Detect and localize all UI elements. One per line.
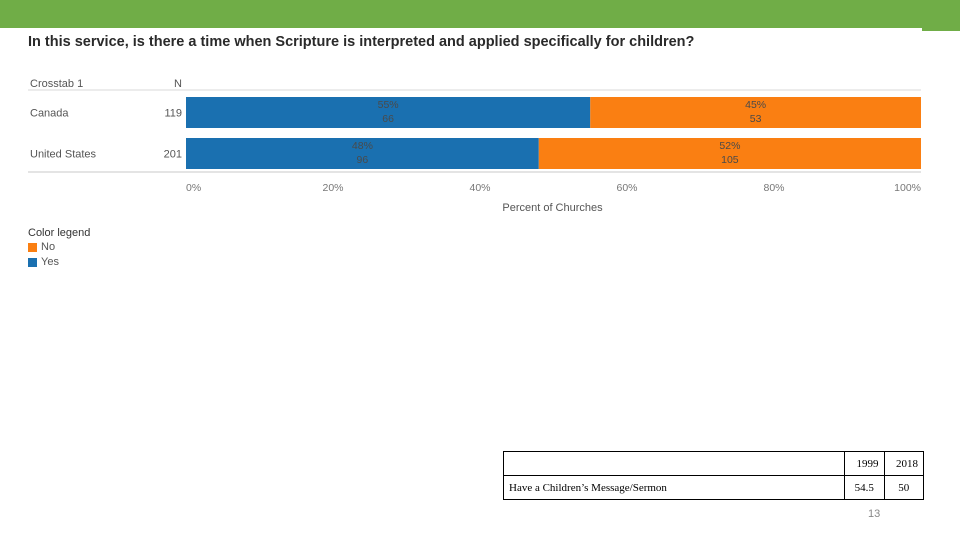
data-label-count: 96 <box>357 154 369 166</box>
bar-segment-no <box>538 138 921 169</box>
table-header-cell: 2018 <box>883 451 924 476</box>
category-label: Canada <box>30 108 69 120</box>
legend-swatch-no <box>28 242 37 252</box>
legend-label-no: No <box>41 241 56 253</box>
table-header-cell: 1999 <box>844 451 885 476</box>
legend-label-yes: Yes <box>41 256 59 268</box>
bar-segment-yes <box>186 138 539 169</box>
x-tick-label: 80% <box>763 182 784 194</box>
stacked-bar-chart: Canada 119 55% 66 45% 53 United States 201 48% 96… <box>28 89 921 214</box>
x-tick-label: 60% <box>616 182 637 194</box>
data-label-percent: 52% <box>719 140 740 152</box>
data-label-count: 105 <box>721 154 739 166</box>
data-label-count: 66 <box>382 113 394 125</box>
x-tick-label: 40% <box>469 182 490 194</box>
slide-title: In this service, is there a time when Sc… <box>28 34 695 50</box>
bar-segment-no <box>590 97 921 128</box>
data-label-percent: 48% <box>352 140 373 152</box>
x-axis-label: Percent of Churches <box>502 202 603 214</box>
x-tick-label: 0% <box>186 182 201 194</box>
data-label-percent: 55% <box>378 99 399 111</box>
table-row: Have a Children’s Message/Sermon 54.5 50 <box>503 475 924 500</box>
bar-segment-yes <box>186 97 591 128</box>
table-cell: Have a Children’s Message/Sermon <box>503 475 845 500</box>
table-header-row: 1999 2018 <box>503 451 924 476</box>
n-value: 201 <box>164 149 182 161</box>
x-tick-label: 20% <box>322 182 343 194</box>
comparison-table: 1999 2018 Have a Children’s Message/Serm… <box>503 451 924 500</box>
legend-item-yes: Yes <box>28 256 59 268</box>
legend-title: Color legend <box>28 227 91 239</box>
page-number: 13 <box>868 508 881 520</box>
top-accent-bar <box>0 0 960 28</box>
data-label-count: 53 <box>750 113 762 125</box>
n-value: 119 <box>164 108 182 120</box>
data-label-percent: 45% <box>745 99 766 111</box>
table-cell: 50 <box>883 475 924 500</box>
legend-swatch-yes <box>28 257 37 267</box>
legend-item-no: No <box>28 241 55 253</box>
row-header: Crosstab 1 <box>30 78 84 90</box>
table-header-cell <box>503 451 845 476</box>
category-label: United States <box>30 149 97 161</box>
top-accent-tab <box>922 28 960 31</box>
n-header: N <box>174 78 182 90</box>
x-tick-label: 100% <box>894 182 921 194</box>
table-cell: 54.5 <box>844 475 885 500</box>
